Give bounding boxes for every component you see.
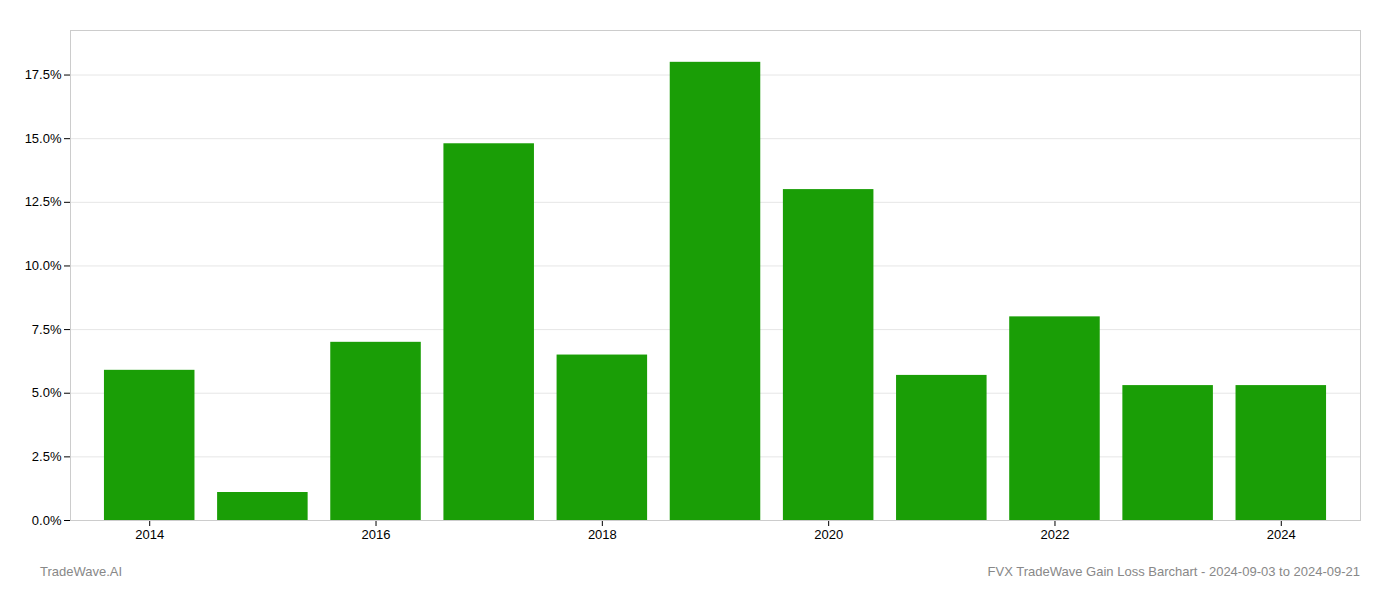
svg-text:2.5%: 2.5% [32, 449, 62, 464]
svg-text:10.0%: 10.0% [25, 258, 62, 273]
svg-text:2020: 2020 [814, 527, 843, 542]
html-text:FVX TradeWave Gain Loss Barcha: FVX TradeWave Gain Loss Barchart - 2024-… [987, 564, 1360, 579]
svg-text:0.0%: 0.0% [32, 513, 62, 528]
svg-text:15.0%: 15.0% [25, 131, 62, 146]
svg-text:2024: 2024 [1267, 527, 1296, 542]
svg-text:12.5%: 12.5% [25, 194, 62, 209]
html-text:TradeWave.AI: TradeWave.AI [40, 564, 123, 579]
svg-text:2014: 2014 [135, 527, 164, 542]
svg-text:2016: 2016 [362, 527, 391, 542]
svg-text:17.5%: 17.5% [25, 67, 62, 82]
svg-text:2022: 2022 [1041, 527, 1070, 542]
svg-text:2018: 2018 [588, 527, 617, 542]
svg-text:5.0%: 5.0% [32, 385, 62, 400]
svg-text:7.5%: 7.5% [32, 322, 62, 337]
